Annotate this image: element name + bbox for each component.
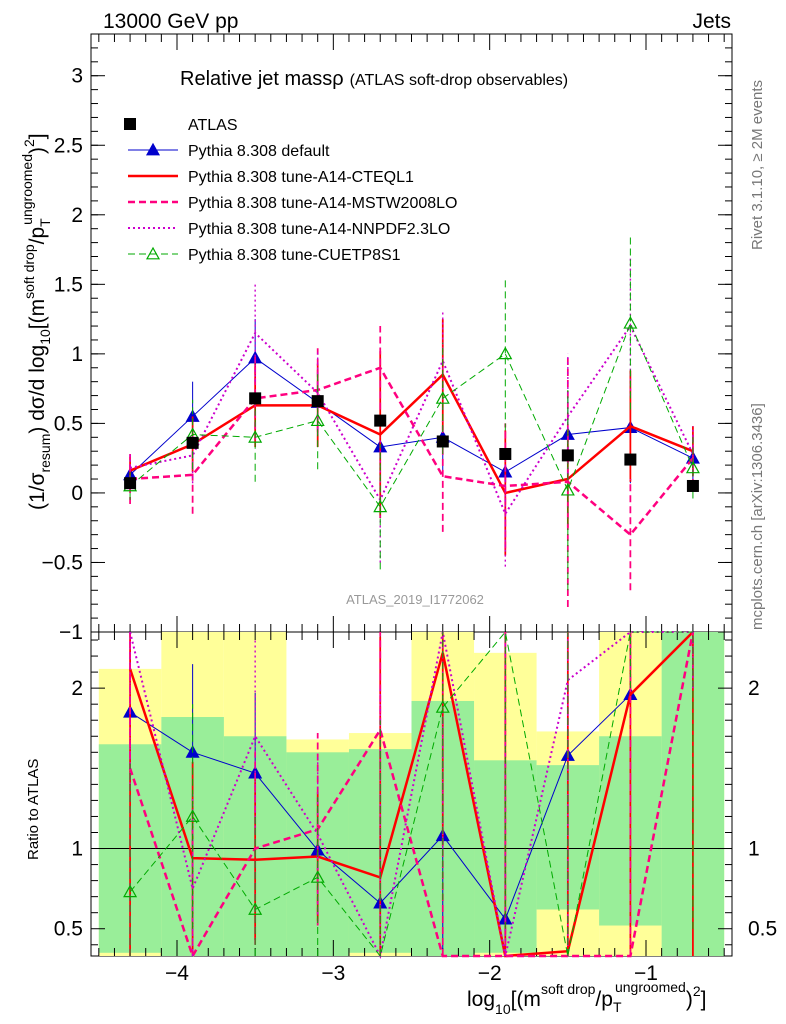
y-tick-label-main: −1 bbox=[59, 621, 83, 644]
chart-title-symbol: ρ bbox=[332, 68, 343, 90]
series-line-ratio bbox=[129, 631, 694, 921]
y-tick-label-main: 0 bbox=[71, 482, 83, 505]
y-tick-label-ratio-right: 1 bbox=[748, 838, 760, 861]
series-marker-ratio bbox=[248, 902, 263, 915]
legend-marker bbox=[145, 246, 161, 260]
data-point-atlas bbox=[186, 436, 199, 449]
main-axes: −1 −0.5 0 0.5 1 1.5 2 2.5 3 bbox=[42, 34, 732, 644]
legend-marker bbox=[145, 142, 161, 156]
data-point-atlas bbox=[561, 449, 574, 462]
series-line-ratio bbox=[128, 631, 695, 960]
y-tick-label-ratio: 1 bbox=[71, 838, 83, 861]
ratio-series-group bbox=[123, 630, 695, 960]
series-line-main bbox=[129, 324, 694, 516]
data-point-atlas bbox=[436, 435, 449, 448]
svg-text:(1/σresum) dσ/d log10[(msoft d: (1/σresum) dσ/d log10[(msoft drop/pTungr… bbox=[19, 133, 53, 510]
y-tick-label-main: −0.5 bbox=[42, 551, 83, 574]
series-marker-main bbox=[248, 430, 263, 443]
series-marker-ratio bbox=[310, 870, 325, 883]
series-marker-main bbox=[560, 482, 575, 496]
series-marker-ratio bbox=[185, 809, 200, 822]
rivet-version-label: Rivet 3.1.10, ≥ 2M events bbox=[749, 80, 766, 250]
x-tick-label: −3 bbox=[321, 962, 345, 985]
legend: ATLAS Pythia 8.308 default Pythia 8.308 tu… bbox=[124, 117, 457, 264]
legend-label: Pythia 8.308 tune-A14-CTEQL1 bbox=[188, 169, 414, 186]
data-point-atlas bbox=[311, 395, 324, 408]
data-point-atlas bbox=[249, 392, 262, 405]
ratio-uncertainty-bands bbox=[98, 632, 725, 956]
legend-label: Pythia 8.308 default bbox=[188, 143, 330, 160]
svg-text:log10[(msoft drop/pTungroomed): log10[(msoft drop/pTungroomed)2] bbox=[467, 979, 706, 1017]
x-axis-label: log10[(msoft drop/pTungroomed)2] bbox=[467, 979, 706, 1017]
series-marker-main bbox=[373, 499, 388, 513]
ratio-axes: 0.5 0.5 1 1 2 2 −4 −3 −2 −1 bbox=[54, 632, 777, 985]
y-tick-label-main: 1.5 bbox=[54, 273, 83, 296]
data-point-atlas bbox=[124, 477, 137, 490]
y-tick-label-ratio: 0.5 bbox=[54, 918, 83, 941]
series-line-ratio bbox=[129, 631, 693, 960]
series-line-main bbox=[129, 321, 694, 508]
y-axis-label-main: (1/σresum) dσ/d log10[(msoft drop/pTungr… bbox=[19, 133, 53, 510]
y-tick-label-ratio: 2 bbox=[71, 677, 83, 700]
legend-label: Pythia 8.308 tune-A14-MSTW2008LO bbox=[188, 195, 457, 212]
data-point-atlas bbox=[374, 414, 387, 427]
mcplots-credit-label: mcplots.cern.ch [arXiv:1306.3436] bbox=[749, 403, 766, 630]
y-tick-label-main: 1 bbox=[71, 343, 83, 366]
series-line-main bbox=[129, 372, 694, 495]
series-marker-main bbox=[498, 346, 513, 360]
collision-label: 13000 GeV pp bbox=[103, 10, 238, 33]
data-point-atlas bbox=[686, 479, 699, 492]
series-marker-main bbox=[685, 460, 700, 474]
x-tick-label: −2 bbox=[478, 962, 502, 985]
legend-label: ATLAS bbox=[188, 117, 238, 134]
y-axis-label-ratio: Ratio to ATLAS bbox=[25, 759, 42, 860]
x-tick-label: −1 bbox=[634, 962, 658, 985]
data-point-atlas bbox=[624, 453, 637, 466]
legend-marker-atlas bbox=[124, 118, 136, 130]
process-label: Jets bbox=[692, 10, 731, 33]
y-tick-label-main: 3 bbox=[71, 65, 83, 88]
series-marker-main bbox=[623, 316, 638, 329]
series-marker-ratio bbox=[123, 884, 138, 898]
series-marker-main bbox=[310, 413, 325, 427]
series-marker-main bbox=[435, 391, 450, 404]
series-line-main bbox=[130, 366, 694, 537]
x-tick-label: −4 bbox=[165, 962, 189, 985]
y-tick-label-ratio-right: 2 bbox=[748, 677, 760, 700]
chart-subtitle: (ATLAS soft-drop observables) bbox=[350, 72, 568, 89]
y-tick-label-ratio-right: 0.5 bbox=[748, 918, 777, 941]
legend-label: Pythia 8.308 tune-A14-NNPDF2.3LO bbox=[188, 221, 450, 238]
main-series-group bbox=[123, 237, 700, 607]
y-tick-label-main: 2.5 bbox=[54, 134, 83, 157]
data-point-atlas bbox=[499, 447, 512, 460]
chart-title: Relative jet massρ (ATLAS soft-drop obser… bbox=[180, 68, 568, 90]
legend-label: Pythia 8.308 tune-CUETP8S1 bbox=[188, 247, 401, 264]
chart-title-main: Relative jet mass bbox=[180, 68, 332, 90]
series-line-ratio bbox=[128, 631, 694, 958]
analysis-id: ATLAS_2019_I1772062 bbox=[346, 592, 484, 607]
y-tick-label-main: 2 bbox=[71, 204, 83, 227]
series-line-main bbox=[129, 357, 694, 476]
series-marker-ratio bbox=[435, 700, 450, 713]
y-tick-label-main: 0.5 bbox=[54, 412, 83, 435]
series-line-ratio bbox=[129, 630, 693, 958]
